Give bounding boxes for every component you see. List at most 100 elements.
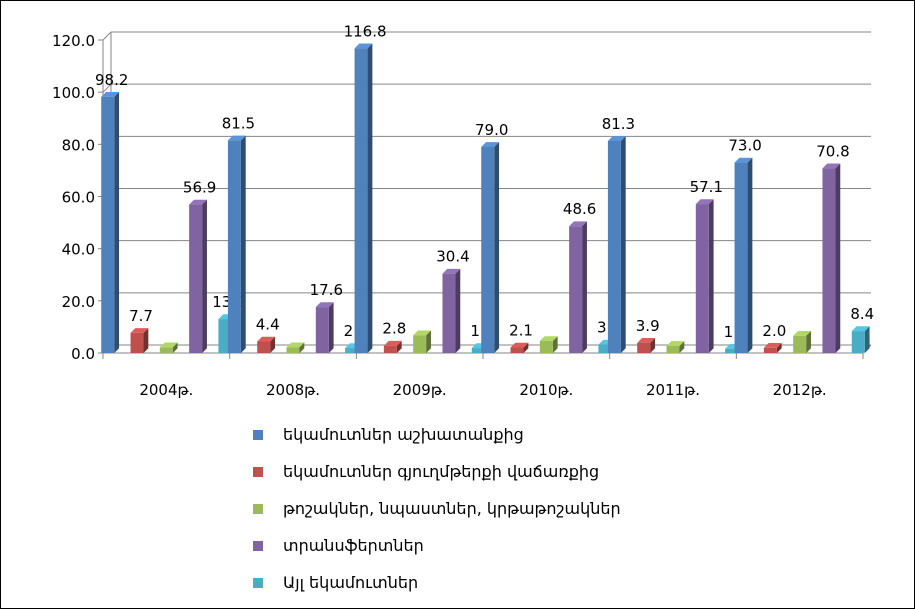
bar-top <box>130 328 149 333</box>
data-label: 8.4 <box>850 305 874 323</box>
bar-top <box>101 92 120 97</box>
bar <box>471 348 485 353</box>
bar <box>793 335 807 353</box>
bar-side <box>679 341 685 353</box>
data-label: 116.8 <box>344 22 387 40</box>
bar-top <box>315 302 334 308</box>
legend-label: տրանսֆերտներ <box>283 536 424 555</box>
bar-top <box>637 338 655 343</box>
legend-label: եկամուտներ գյուղմթերքի վաճառքից <box>283 462 600 481</box>
bar <box>189 204 203 353</box>
data-label: 7.7 <box>129 307 153 325</box>
bar-top <box>851 326 870 332</box>
bar-side <box>620 136 626 353</box>
bar-top <box>793 330 811 336</box>
bar-side <box>328 302 334 353</box>
bar <box>227 140 241 353</box>
bar-top <box>510 342 529 348</box>
bar <box>257 341 271 353</box>
bar <box>539 341 553 353</box>
x-tick-label: 2012թ. <box>773 381 827 399</box>
y-tick-label: 120.0 <box>52 32 95 50</box>
bar-side <box>396 340 402 353</box>
bar-side <box>494 142 500 353</box>
bar-top <box>189 199 207 205</box>
bar-top <box>695 199 714 205</box>
bar-side <box>776 342 782 353</box>
x-tick-label: 2011թ. <box>646 381 700 399</box>
bar <box>734 162 748 353</box>
bar-side <box>143 328 149 353</box>
bar <box>637 342 651 353</box>
gridline-side <box>102 83 112 93</box>
gridline-side <box>102 31 112 41</box>
y-tick-label: 0.0 <box>71 345 95 363</box>
data-label: 30.4 <box>436 248 469 266</box>
data-label: 17.6 <box>310 281 343 299</box>
bar-top <box>257 336 275 342</box>
legend-swatch <box>253 467 263 477</box>
bar-top <box>763 342 782 348</box>
bar <box>101 96 115 353</box>
bar <box>159 347 173 353</box>
bar <box>725 348 739 353</box>
bar <box>481 146 495 353</box>
bar-top <box>569 221 587 227</box>
bar-top <box>442 268 461 274</box>
bar-side <box>426 330 431 353</box>
bar-side <box>864 326 870 353</box>
legend-swatch <box>253 430 263 440</box>
bar-chart: 0.0 20.0 40.0 60.0 80.0 100.0 120.0 2004թ. 2008թ… <box>52 22 874 399</box>
y-tick-label: 20.0 <box>62 293 95 311</box>
data-label: 2.0 <box>762 322 786 340</box>
legend-label: եկամուտներ աշխատանքից <box>283 425 524 444</box>
data-label: 81.5 <box>222 114 255 132</box>
y-tick-label: 80.0 <box>62 136 95 154</box>
y-tick-label: 40.0 <box>62 241 95 259</box>
legend-label: թոշակներ, նպաստներ, կրթաթոշակներ <box>283 499 621 518</box>
bar-top <box>413 330 431 336</box>
bar <box>383 345 397 353</box>
data-label: 48.6 <box>563 200 596 218</box>
bar-top <box>539 336 558 342</box>
x-tick-label: 2008թ. <box>266 381 320 399</box>
bar-side <box>747 157 753 353</box>
bar-side <box>552 336 558 353</box>
data-label: 73.0 <box>728 137 761 155</box>
bar-side <box>240 135 246 353</box>
bar-side <box>708 199 714 353</box>
bar <box>607 140 621 353</box>
bar-side <box>650 338 655 353</box>
bar-side <box>202 199 207 353</box>
data-label: 2.8 <box>382 320 406 338</box>
bar <box>598 344 612 353</box>
legend-swatch <box>253 541 263 551</box>
bar <box>822 168 836 353</box>
bar-top <box>286 342 305 348</box>
bar <box>354 48 368 353</box>
bar-top <box>666 341 685 346</box>
data-label: 2.1 <box>509 322 533 340</box>
data-label: 79.0 <box>475 121 508 139</box>
bar <box>442 273 456 353</box>
x-tick-label: 2004թ. <box>139 381 193 399</box>
data-label: 57.1 <box>690 178 723 196</box>
bar-side <box>299 342 305 353</box>
data-label: 98.2 <box>95 71 128 89</box>
bar-side <box>455 268 461 353</box>
data-label: 56.9 <box>183 179 216 197</box>
bar <box>413 335 427 353</box>
y-tick-label: 60.0 <box>62 189 95 207</box>
bar-side <box>582 221 587 353</box>
x-tick-label: 2010թ. <box>519 381 573 399</box>
legend-swatch <box>253 504 263 514</box>
bar <box>286 347 300 353</box>
data-label: 4.4 <box>256 316 280 334</box>
bar-top <box>822 163 841 169</box>
bar <box>130 332 144 353</box>
legend-swatch <box>253 578 263 588</box>
data-label: 70.8 <box>816 142 849 160</box>
bar-side <box>806 330 811 353</box>
bar <box>315 307 329 353</box>
